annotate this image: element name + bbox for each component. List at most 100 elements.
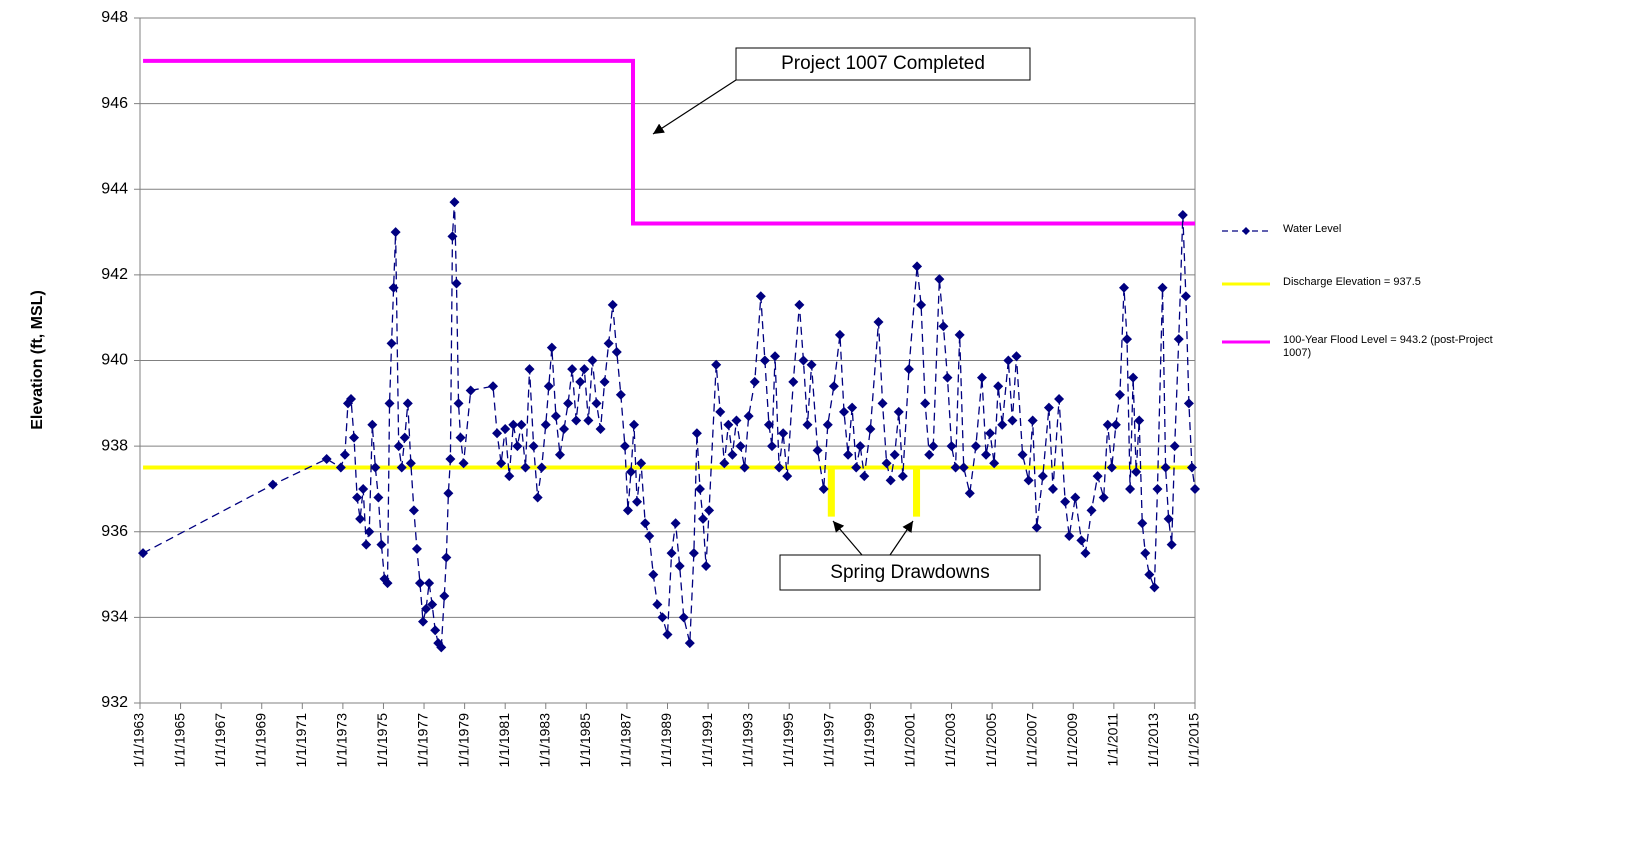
data-point <box>938 321 949 332</box>
data-point <box>916 299 927 310</box>
data-point <box>384 398 395 409</box>
data-point <box>138 548 149 559</box>
data-point <box>1157 282 1168 293</box>
arrow <box>889 520 914 556</box>
data-point <box>591 398 602 409</box>
data-point <box>818 483 829 494</box>
data-point <box>599 376 610 387</box>
legend: Water Level Discharge Elevation = 937.5 10… <box>1222 223 1493 359</box>
data-point <box>847 402 858 413</box>
data-point <box>579 364 590 375</box>
grid: 932 934 936 938 940 942 944 946 948 1/1/1963 1/1/1… <box>101 9 1201 767</box>
y-tick-label: 948 <box>101 9 128 26</box>
x-tick-label: 1/1/1963 <box>131 713 147 768</box>
data-point <box>897 471 908 482</box>
data-point <box>532 492 543 503</box>
data-point <box>1160 462 1171 473</box>
data-point <box>924 449 935 460</box>
x-tick-label: 1/1/1985 <box>577 713 593 768</box>
data-point <box>543 381 554 392</box>
data-point <box>625 466 636 477</box>
data-point <box>520 462 531 473</box>
data-point <box>1023 475 1034 486</box>
data-point <box>946 441 957 452</box>
data-point <box>455 432 466 443</box>
data-point <box>788 376 799 387</box>
data-point <box>516 419 527 430</box>
data-point <box>640 518 651 529</box>
x-tick-label: 1/1/2005 <box>983 713 999 768</box>
x-tick-label: 1/1/1989 <box>658 713 674 768</box>
data-point <box>749 376 760 387</box>
data-point <box>443 488 454 499</box>
data-point <box>615 389 626 400</box>
x-tick-label: 1/1/2007 <box>1023 713 1039 768</box>
data-point <box>1177 209 1188 220</box>
data-point <box>1003 355 1014 366</box>
annotation-box <box>735 47 1031 81</box>
y-axis-label: Elevation (ft, MSL) <box>29 290 46 430</box>
data-point <box>674 561 685 571</box>
data-point <box>981 449 992 460</box>
data-point <box>1183 398 1194 409</box>
data-point <box>1190 483 1200 494</box>
data-point <box>439 590 450 601</box>
data-point <box>458 458 469 469</box>
data-point <box>851 462 862 473</box>
y-tick-label: 946 <box>101 95 128 112</box>
data-point <box>670 518 681 529</box>
data-point <box>546 342 557 353</box>
data-point <box>1118 282 1129 293</box>
data-point <box>321 453 332 464</box>
data-point <box>942 372 953 383</box>
data-point <box>504 471 515 482</box>
data-point <box>396 462 407 473</box>
data-point <box>361 539 372 550</box>
x-tick-label: 1/1/2011 <box>1105 713 1121 767</box>
data-point <box>524 364 535 375</box>
data-point <box>763 419 774 430</box>
data-point <box>611 346 622 357</box>
x-tick-label: 1/1/1973 <box>334 713 350 768</box>
data-point <box>500 424 511 434</box>
data-point <box>1144 569 1155 580</box>
data-point <box>755 291 766 302</box>
data-point <box>985 428 996 439</box>
y-tick-label: 936 <box>101 523 128 540</box>
data-point <box>989 458 1000 469</box>
data-point <box>619 441 630 452</box>
data-point <box>684 638 695 649</box>
data-point <box>508 419 519 430</box>
annotation: Spring Drawdowns <box>830 562 989 583</box>
data-point <box>405 458 416 469</box>
data-point <box>1031 522 1042 533</box>
data-point <box>1043 402 1054 413</box>
data-point <box>993 381 1004 392</box>
data-point <box>393 441 404 452</box>
data-point <box>622 505 633 516</box>
data-point <box>1166 539 1177 550</box>
x-tick-label: 1/1/1965 <box>171 713 187 768</box>
data-point <box>424 578 435 589</box>
data-point <box>575 376 586 387</box>
legend-label: 100-Year Flood Level = 943.2 (post-Proje… <box>1283 334 1493 359</box>
data-point <box>1060 496 1071 507</box>
data-point <box>770 351 781 362</box>
data-point <box>928 441 939 452</box>
data-point <box>441 552 452 563</box>
data-point <box>782 471 793 482</box>
data-point <box>877 398 888 409</box>
arrow <box>832 520 863 556</box>
data-point <box>743 411 754 422</box>
x-tick-label: 1/1/1971 <box>293 713 309 768</box>
data-point <box>1186 462 1197 473</box>
data-point <box>903 364 914 375</box>
data-point <box>920 398 931 409</box>
data-point <box>727 449 738 460</box>
data-point <box>1080 548 1091 559</box>
data-point <box>778 428 789 439</box>
data-point <box>739 462 750 473</box>
data-point <box>554 449 565 460</box>
x-tick-label: 1/1/1967 <box>212 713 228 768</box>
